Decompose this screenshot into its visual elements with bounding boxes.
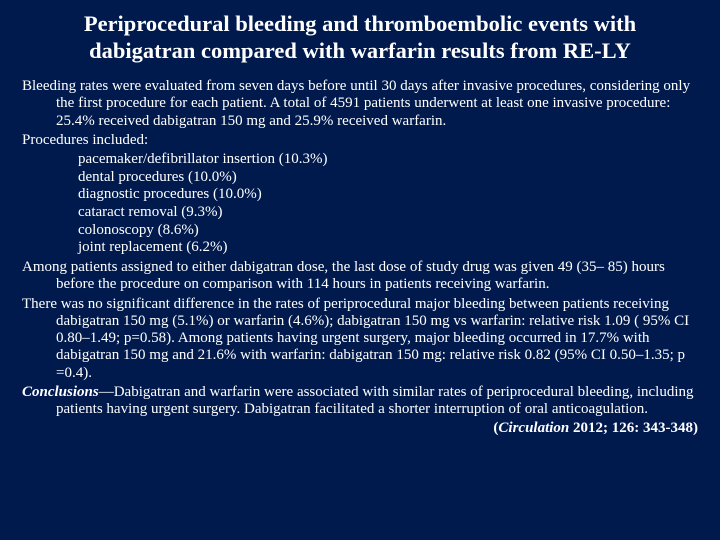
paragraph-last-dose: Among patients assigned to either dabiga… bbox=[22, 259, 698, 294]
conclusions-text: —Dabigatran and warfarin were associated… bbox=[56, 384, 693, 417]
paragraph-significance: There was no significant difference in t… bbox=[22, 296, 698, 382]
slide-title: Periprocedural bleeding and thromboembol… bbox=[22, 10, 698, 64]
list-item: joint replacement (6.2%) bbox=[78, 239, 698, 257]
conclusions-label: Conclusions bbox=[22, 384, 99, 400]
paragraph-bleeding-rates: Bleeding rates were evaluated from seven… bbox=[22, 78, 698, 130]
list-item: cataract removal (9.3%) bbox=[78, 204, 698, 222]
list-item: dental procedures (10.0%) bbox=[78, 169, 698, 187]
list-item: diagnostic procedures (10.0%) bbox=[78, 186, 698, 204]
slide-container: Periprocedural bleeding and thromboembol… bbox=[0, 0, 720, 540]
paragraph-conclusions: Conclusions—Dabigatran and warfarin were… bbox=[22, 384, 698, 419]
list-item: pacemaker/defibrillator insertion (10.3%… bbox=[78, 151, 698, 169]
citation: (Circulation 2012; 126: 343-348) bbox=[22, 420, 698, 437]
list-item: colonoscopy (8.6%) bbox=[78, 222, 698, 240]
procedures-list: pacemaker/defibrillator insertion (10.3%… bbox=[22, 151, 698, 257]
citation-details: 2012; 126: 343-348) bbox=[569, 420, 698, 436]
citation-journal: Circulation bbox=[498, 420, 569, 436]
paragraph-procedures-label: Procedures included: bbox=[22, 132, 698, 149]
